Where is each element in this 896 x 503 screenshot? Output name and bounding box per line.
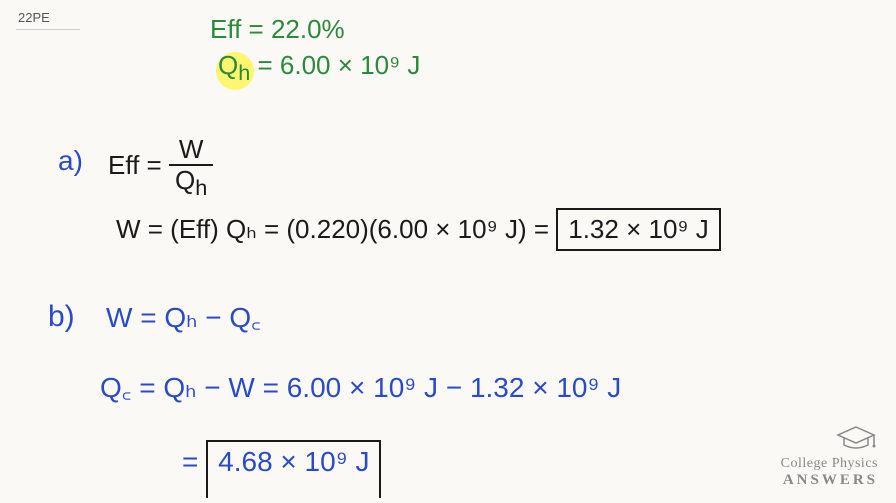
eq1-numerator: W bbox=[169, 135, 213, 166]
part-b-result-box: 4.68 × 10⁹ J bbox=[206, 440, 381, 498]
qh-symbol: Q bbox=[218, 50, 238, 80]
logo-line1: College Physics bbox=[781, 456, 878, 472]
given-qh: Qh = 6.00 × 10⁹ J bbox=[218, 50, 420, 86]
graduation-cap-icon bbox=[834, 425, 878, 456]
part-b-eq3: = 4.68 × 10⁹ J bbox=[182, 440, 381, 498]
part-b-eq1: W = Qₕ − Q꜀ bbox=[106, 298, 261, 336]
part-a-label: a) bbox=[58, 145, 83, 177]
brand-logo: College Physics ANSWERS bbox=[781, 425, 878, 489]
part-a-eq1: Eff = W Qh bbox=[108, 135, 213, 200]
eq1-denominator: Qh bbox=[169, 166, 213, 200]
part-b-eq2: Q꜀ = Qₕ − W = 6.00 × 10⁹ J − 1.32 × 10⁹ … bbox=[100, 368, 621, 406]
qh-sub: h bbox=[238, 60, 250, 85]
eq2-body: W = (Eff) Qₕ = (0.220)(6.00 × 10⁹ J) = bbox=[116, 214, 556, 244]
problem-number-tag: 22PE bbox=[16, 8, 80, 30]
part-a-result-box: 1.32 × 10⁹ J bbox=[556, 208, 721, 251]
eq1-fraction: W Qh bbox=[169, 135, 213, 200]
part-b-label: b) bbox=[48, 300, 75, 334]
part-a-eq2: W = (Eff) Qₕ = (0.220)(6.00 × 10⁹ J) = 1… bbox=[116, 208, 721, 251]
given-efficiency: Eff = 22.0% bbox=[210, 14, 345, 45]
eq1-lhs: Eff = bbox=[108, 150, 169, 180]
eq3-equals: = bbox=[182, 446, 206, 477]
qh-value: = 6.00 × 10⁹ J bbox=[250, 50, 420, 80]
logo-line2: ANSWERS bbox=[781, 472, 878, 489]
